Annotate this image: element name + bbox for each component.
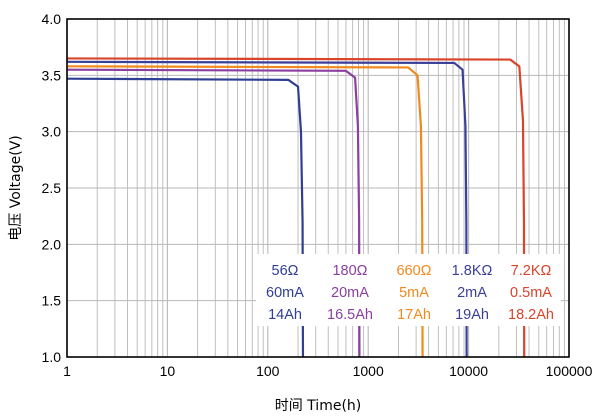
- x-tick-label: 100000: [546, 363, 593, 379]
- x-tick-label: 1: [63, 363, 71, 379]
- series-lines: [66, 57, 526, 358]
- series-line-4: [66, 60, 468, 358]
- series-line-1: [66, 77, 305, 358]
- legend-box: [256, 254, 561, 326]
- x-tick-label: 10000: [449, 363, 488, 379]
- series-line-2: [66, 68, 361, 358]
- y-axis-title: 电压 Voltage(V): [8, 135, 24, 240]
- y-tick-label: 3.0: [42, 124, 62, 140]
- y-tick-label: 1.0: [42, 349, 62, 365]
- legend-capacity: 18.2Ah: [508, 307, 554, 323]
- legend-resistance: 56Ω: [272, 263, 299, 279]
- legend-resistance: 660Ω: [396, 263, 431, 279]
- y-tick-label: 4.0: [42, 11, 62, 27]
- y-tick-label: 1.5: [42, 293, 62, 309]
- y-tick-label: 2.0: [42, 236, 62, 252]
- y-tick-label: 2.5: [42, 180, 62, 196]
- legend-current: 20mA: [331, 285, 369, 301]
- legend-current: 0.5mA: [510, 285, 552, 301]
- x-tick-label: 1000: [353, 363, 384, 379]
- legend-capacity: 14Ah: [268, 307, 302, 323]
- legend-capacity: 17Ah: [397, 307, 431, 323]
- x-tick-label: 100: [256, 363, 280, 379]
- legend-resistance: 180Ω: [332, 263, 367, 279]
- legend-current: 60mA: [266, 285, 304, 301]
- tick-labels: 1 10 100 1000 10000 100000 1.0 1.5 2.0 2.5 3.0 3.5 4…: [42, 11, 593, 379]
- series-line-3: [66, 65, 424, 358]
- legend-resistance: 1.8KΩ: [452, 263, 493, 279]
- legend-capacity: 16.5Ah: [327, 307, 373, 323]
- legend-resistance: 7.2KΩ: [511, 263, 552, 279]
- y-tick-label: 3.5: [42, 67, 62, 83]
- plot-frame: [66, 18, 570, 358]
- legend-current: 5mA: [399, 285, 429, 301]
- series-line-5: [66, 57, 526, 358]
- legend-current: 2mA: [457, 285, 487, 301]
- legend: 56Ω 60mA 14Ah 180Ω 20mA 16.5Ah 660Ω 5mA 17Ah 1.8K…: [256, 254, 561, 326]
- x-axis-title: 时间 Time(h): [275, 398, 362, 414]
- legend-capacity: 19Ah: [455, 307, 489, 323]
- x-tick-label: 10: [160, 363, 176, 379]
